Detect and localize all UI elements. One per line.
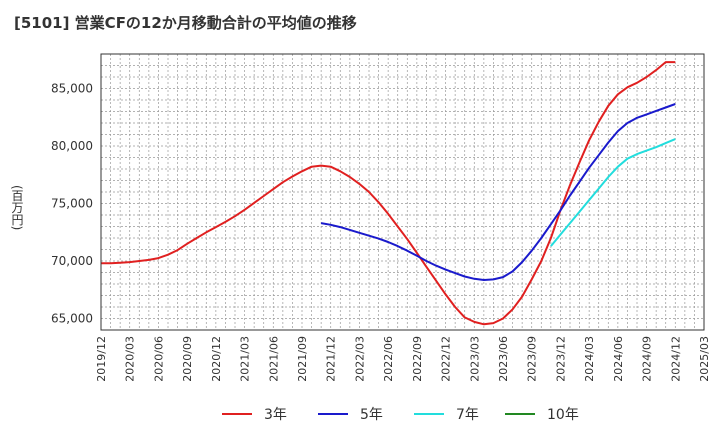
legend-label: 7年 xyxy=(456,407,479,423)
y-tick-label: 85,000 xyxy=(51,82,93,96)
x-tick-label: 2021/09 xyxy=(296,336,309,382)
x-tick-label: 2024/12 xyxy=(669,336,682,382)
x-tick-label: 2019/12 xyxy=(95,336,108,382)
legend-swatch xyxy=(318,413,348,415)
legend-item: 5年 xyxy=(318,404,383,424)
x-tick-label: 2021/12 xyxy=(325,336,338,382)
x-tick-label: 2020/12 xyxy=(210,336,223,382)
y-tick-label: 80,000 xyxy=(51,139,93,153)
x-tick-label: 2020/06 xyxy=(152,336,165,382)
legend-swatch xyxy=(222,413,252,415)
x-tick-label: 2022/06 xyxy=(382,336,395,382)
x-tick-label: 2025/03 xyxy=(698,336,711,382)
y-tick-label: 65,000 xyxy=(51,312,93,326)
x-tick-label: 2022/12 xyxy=(440,336,453,382)
x-tick-label: 2023/06 xyxy=(497,336,510,382)
x-tick-label: 2022/03 xyxy=(353,336,366,382)
grid xyxy=(100,53,705,331)
x-tick-label: 2020/09 xyxy=(181,336,194,382)
legend-item: 10年 xyxy=(505,404,579,424)
series-line-7年 xyxy=(550,138,676,247)
x-tick-label: 2021/03 xyxy=(239,336,252,382)
x-tick-label: 2024/09 xyxy=(641,336,654,382)
legend: 3年 5年 7年 10年 xyxy=(0,400,720,428)
x-tick-label: 2024/03 xyxy=(583,336,596,382)
legend-item: 7年 xyxy=(414,404,479,424)
legend-label: 5年 xyxy=(360,407,383,423)
plot-frame xyxy=(100,53,705,331)
x-tick-label: 2022/09 xyxy=(411,336,424,382)
series-line-5年 xyxy=(320,103,676,281)
y-axis-label: (百万円) xyxy=(10,185,24,231)
series-lines xyxy=(101,61,676,326)
series-line-3年 xyxy=(101,61,676,326)
y-tick-labels: 65,000 70,000 75,000 80,000 85,000 xyxy=(51,82,93,326)
x-tick-labels: 2019/12 2020/03 2020/06 2020/09 2020/12 2021/… xyxy=(95,336,711,382)
x-tick-label: 2024/06 xyxy=(612,336,625,382)
legend-swatch xyxy=(505,413,535,415)
legend-item: 3年 xyxy=(222,404,287,424)
y-tick-label: 70,000 xyxy=(51,254,93,268)
x-tick-label: 2020/03 xyxy=(124,336,137,382)
x-tick-label: 2021/06 xyxy=(267,336,280,382)
legend-label: 10年 xyxy=(547,407,579,423)
chart-title: [5101] 営業CFの12か月移動合計の平均値の推移 xyxy=(14,14,357,32)
x-tick-label: 2023/12 xyxy=(554,336,567,382)
x-tick-label: 2023/09 xyxy=(526,336,539,382)
legend-swatch xyxy=(414,413,444,415)
y-tick-label: 75,000 xyxy=(51,197,93,211)
legend-label: 3年 xyxy=(264,407,287,423)
x-tick-label: 2023/03 xyxy=(468,336,481,382)
